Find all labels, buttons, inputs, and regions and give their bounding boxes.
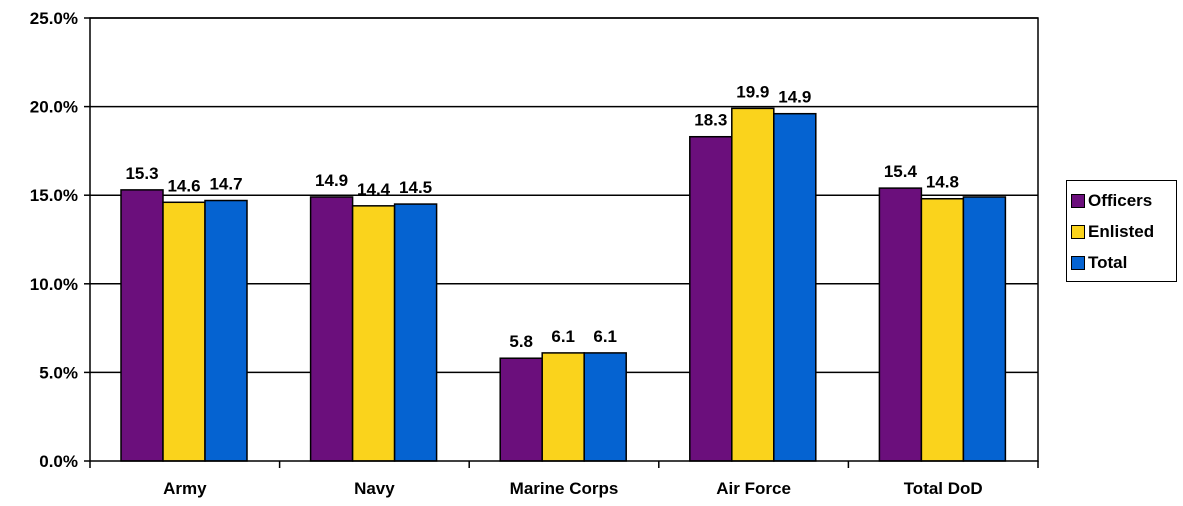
data-label: 6.1	[551, 327, 575, 346]
x-tick-label: Navy	[354, 479, 395, 498]
y-tick-label: 10.0%	[30, 275, 78, 294]
data-label: 14.4	[357, 180, 391, 199]
chart-legend: Officers Enlisted Total	[1066, 180, 1177, 282]
y-tick-label: 15.0%	[30, 186, 78, 205]
bar-officers-total-dod	[878, 187, 923, 462]
bar-enlisted-army	[162, 201, 206, 462]
bar-officers-marine-corps	[499, 357, 543, 462]
bar-total-navy	[393, 203, 438, 462]
legend-swatch-enlisted	[1071, 224, 1085, 239]
bar-total-army	[204, 199, 248, 462]
x-tick-label: Air Force	[716, 479, 791, 498]
data-label: 15.3	[125, 164, 158, 183]
bar-total-air-force	[773, 112, 817, 462]
legend-item-officers: Officers	[1067, 185, 1176, 216]
bar-total-total-dod	[962, 196, 1007, 462]
x-tick-label: Total DoD	[904, 479, 983, 498]
bar-officers-navy	[309, 196, 354, 462]
bar-total-marine-corps	[583, 352, 627, 462]
plot-area-border	[89, 17, 1039, 462]
bar-enlisted-total-dod	[920, 197, 965, 462]
x-tick-label: Army	[163, 479, 207, 498]
bar-officers-air-force	[689, 135, 733, 462]
y-tick-label: 5.0%	[39, 363, 78, 382]
y-tick-label: 25.0%	[30, 9, 78, 28]
bar-enlisted-navy	[351, 205, 396, 462]
bar-enlisted-air-force	[731, 107, 775, 462]
data-label: 19.9	[736, 82, 769, 101]
bar-officers-army	[120, 189, 164, 462]
data-label: 6.1	[593, 327, 617, 346]
legend-swatch-total	[1071, 255, 1085, 270]
legend-label-officers: Officers	[1088, 190, 1153, 210]
legend-swatch-officers	[1071, 193, 1085, 208]
data-label: 18.3	[694, 111, 727, 130]
data-label: 14.5	[399, 178, 432, 197]
data-label: 14.8	[926, 173, 959, 192]
legend-item-enlisted: Enlisted	[1067, 216, 1176, 247]
data-label: 15.4	[884, 162, 918, 181]
data-label: 14.7	[209, 175, 242, 194]
data-label: 14.9	[778, 88, 811, 107]
legend-label-enlisted: Enlisted	[1088, 221, 1155, 241]
data-label: 14.9	[315, 171, 348, 190]
legend-label-total: Total	[1088, 252, 1128, 272]
data-label: 5.8	[509, 332, 533, 351]
y-tick-label: 0.0%	[39, 452, 78, 471]
data-label: 14.6	[167, 176, 200, 195]
bar-enlisted-marine-corps	[541, 352, 585, 462]
x-tick-label: Marine Corps	[510, 479, 619, 498]
y-tick-label: 20.0%	[30, 98, 78, 117]
legend-item-total: Total	[1067, 247, 1176, 278]
